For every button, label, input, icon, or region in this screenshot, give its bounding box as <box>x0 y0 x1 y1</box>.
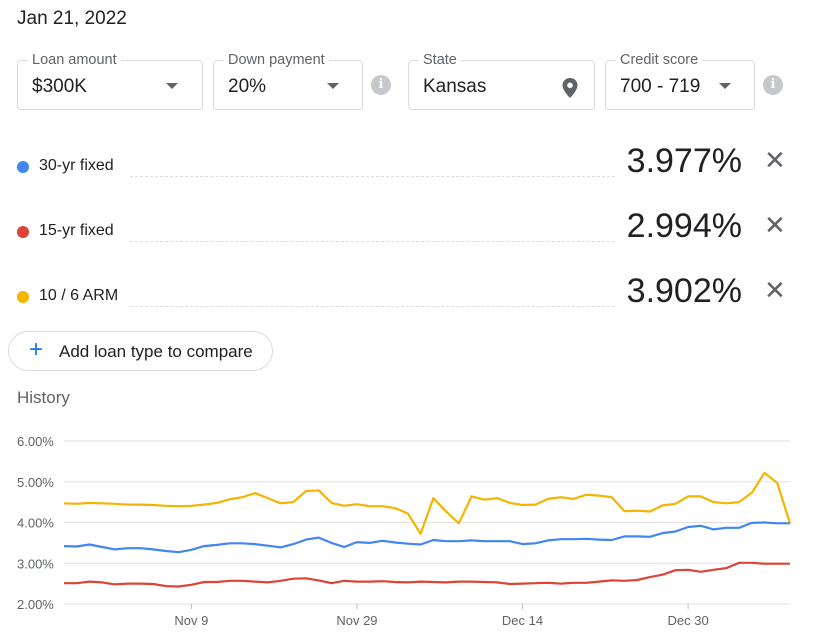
leader-line <box>130 306 615 307</box>
loan-rate: 3.977% <box>626 142 742 180</box>
y-tick-label: 6.00% <box>17 434 54 449</box>
plus-icon: + <box>29 336 44 363</box>
loan-type-label: 30-yr fixed <box>39 157 114 174</box>
history-chart: 6.00% 5.00% 4.00% 3.00% 2.00% Nov 9 Nov 29 Dec … <box>17 434 792 628</box>
credit-score-value: 700 - 719 <box>620 76 701 97</box>
state-value: Kansas <box>423 76 487 97</box>
series-color-dot <box>17 226 29 238</box>
close-icon[interactable]: ✕ <box>764 145 786 175</box>
loan-type-label: 15-yr fixed <box>39 222 114 239</box>
y-tick-label: 2.00% <box>17 597 54 612</box>
add-loan-type-button[interactable]: + Add loan type to compare <box>8 331 273 371</box>
loan-amount-select[interactable]: Loan amount $300K <box>17 52 203 110</box>
series-line-15-yr-fixed <box>64 561 790 588</box>
loan-amount-value: $300K <box>32 76 87 97</box>
x-tick-label: Dec 14 <box>502 613 543 628</box>
info-icon[interactable]: i <box>371 75 391 95</box>
loan-amount-label: Loan amount <box>28 52 121 68</box>
loan-rate: 3.902% <box>626 272 742 310</box>
chevron-down-icon <box>166 83 178 89</box>
down-payment-label: Down payment <box>224 52 329 68</box>
loan-row-arm: 10 / 6 ARM 3.902% ✕ <box>0 270 834 320</box>
close-icon[interactable]: ✕ <box>764 210 786 240</box>
x-tick-label: Nov 9 <box>174 613 208 628</box>
y-tick-label: 3.00% <box>17 556 54 571</box>
series-color-dot <box>17 291 29 303</box>
y-tick-label: 5.00% <box>17 475 54 490</box>
down-payment-value: 20% <box>228 76 267 97</box>
series-line-30-yr-fixed <box>63 521 790 554</box>
location-pin-icon <box>562 78 578 98</box>
loan-row-30yr: 30-yr fixed 3.977% ✕ <box>0 140 834 190</box>
current-date: Jan 21, 2022 <box>17 8 127 29</box>
x-tick-label: Nov 29 <box>336 613 377 628</box>
credit-score-label: Credit score <box>616 52 703 68</box>
chevron-down-icon <box>719 83 731 89</box>
x-tick-label: Dec 30 <box>668 613 709 628</box>
down-payment-select[interactable]: Down payment 20% <box>213 52 363 110</box>
series-line-10-6-arm <box>63 471 792 536</box>
add-loan-type-label: Add loan type to compare <box>59 342 253 361</box>
leader-line <box>130 176 615 177</box>
loan-row-15yr: 15-yr fixed 2.994% ✕ <box>0 205 834 255</box>
state-select[interactable]: State Kansas <box>408 52 595 110</box>
info-icon[interactable]: i <box>763 75 783 95</box>
loan-type-label: 10 / 6 ARM <box>39 287 119 304</box>
leader-line <box>130 241 615 242</box>
history-heading: History <box>17 388 70 407</box>
loan-rate: 2.994% <box>626 207 742 245</box>
series-color-dot <box>17 161 29 173</box>
credit-score-select[interactable]: Credit score 700 - 719 <box>605 52 755 110</box>
y-tick-label: 4.00% <box>17 516 54 531</box>
chevron-down-icon <box>327 83 339 89</box>
close-icon[interactable]: ✕ <box>764 275 786 305</box>
state-label: State <box>419 52 461 68</box>
